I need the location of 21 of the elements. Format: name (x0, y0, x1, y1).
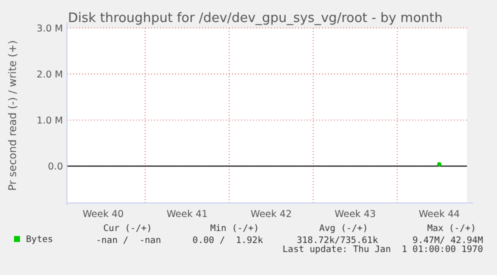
x-tick-label: Week 43 (334, 209, 376, 220)
text: 318.72k/735.61k (296, 236, 379, 246)
y-tick-label: 0.0 (48, 162, 63, 173)
y-axis-title: Pr second read (-) / write (+) (7, 40, 19, 191)
text: Max (-/+) (427, 224, 476, 234)
x-tick-label: Week 40 (82, 209, 124, 220)
legend-label: Bytes (26, 235, 54, 245)
y-tick-label: 1.0 M (36, 116, 63, 127)
text: 9.47M/ 42.94M (412, 236, 484, 246)
x-tick-label: Week 41 (166, 209, 208, 220)
y-tick-label: 3.0 M (36, 24, 63, 34)
text: -nan / -nan (96, 236, 161, 246)
text: Min (-/+) (210, 224, 259, 234)
text: Cur (-/+) (103, 224, 152, 234)
y-tick-label: 2.0 M (36, 70, 63, 81)
x-tick-label: Week 44 (418, 209, 460, 220)
chart-title: Disk throughput for /dev/dev_gpu_sys_vg/root - by month (68, 11, 443, 26)
text: Avg (-/+) (319, 224, 368, 234)
text: 0.00 / 1.92k (192, 236, 264, 246)
x-tick-label: Week 42 (250, 209, 292, 220)
text: Last update: Thu Jan 1 01:00:00 1970 (282, 245, 483, 255)
